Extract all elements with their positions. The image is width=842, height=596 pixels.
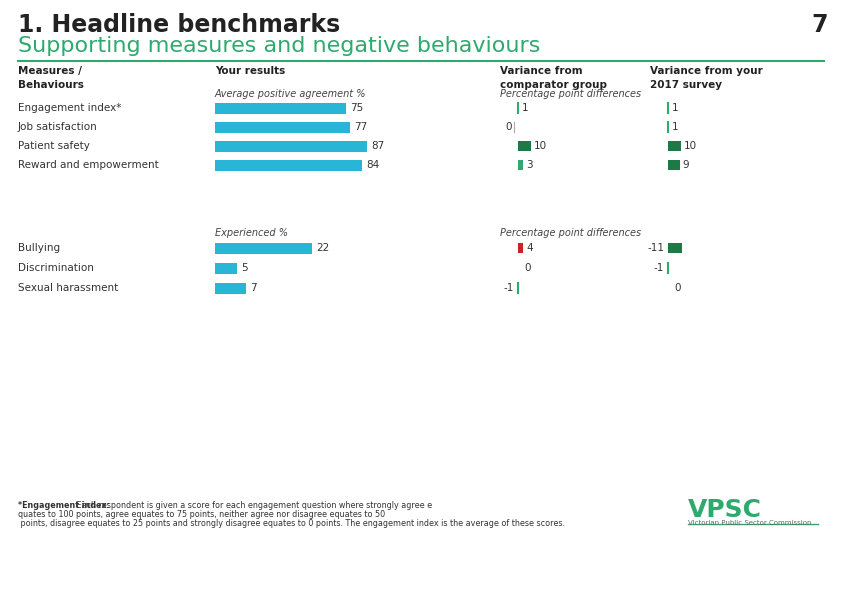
Text: 7: 7 xyxy=(812,13,828,37)
Text: VPSC: VPSC xyxy=(688,498,762,522)
Text: -1: -1 xyxy=(653,263,664,273)
Text: Average positive agreement %: Average positive agreement % xyxy=(215,89,366,99)
Text: Percentage point differences: Percentage point differences xyxy=(500,228,641,238)
Text: 10: 10 xyxy=(684,141,697,151)
Text: 1: 1 xyxy=(672,122,679,132)
Bar xyxy=(668,141,681,151)
Text: *Engagement index:: *Engagement index: xyxy=(18,501,109,510)
Bar xyxy=(215,160,362,170)
Text: 10: 10 xyxy=(534,141,547,151)
Bar xyxy=(668,160,679,170)
Text: 0: 0 xyxy=(524,263,530,273)
Text: Bullying: Bullying xyxy=(18,243,60,253)
Text: Sexual harassment: Sexual harassment xyxy=(18,283,118,293)
Text: Variance from
comparator group: Variance from comparator group xyxy=(500,66,607,90)
Text: 3: 3 xyxy=(526,160,533,170)
Bar xyxy=(518,141,531,151)
Text: 1. Headline benchmarks: 1. Headline benchmarks xyxy=(18,13,340,37)
Text: Victorian Public Sector Commission: Victorian Public Sector Commission xyxy=(688,520,812,526)
Text: Job satisfaction: Job satisfaction xyxy=(18,122,98,132)
Text: Variance from your
2017 survey: Variance from your 2017 survey xyxy=(650,66,763,90)
Text: 9: 9 xyxy=(683,160,690,170)
Text: Engagement index*: Engagement index* xyxy=(18,103,121,113)
Text: Measures /
Behaviours: Measures / Behaviours xyxy=(18,66,84,90)
Text: 0: 0 xyxy=(674,283,680,293)
Text: -1: -1 xyxy=(504,283,514,293)
Text: Percentage point differences: Percentage point differences xyxy=(500,89,641,99)
Text: 5: 5 xyxy=(241,263,248,273)
Text: Patient safety: Patient safety xyxy=(18,141,90,151)
Text: 22: 22 xyxy=(316,243,329,253)
Text: 77: 77 xyxy=(354,122,367,132)
Text: Discrimination: Discrimination xyxy=(18,263,93,273)
Text: 84: 84 xyxy=(366,160,379,170)
Text: 75: 75 xyxy=(350,103,364,113)
Text: 4: 4 xyxy=(526,243,533,253)
Text: *Engagement index: Each respondent is given a score for each engagement question: *Engagement index: Each respondent is gi… xyxy=(0,595,1,596)
Bar xyxy=(215,243,312,253)
Text: Experienced %: Experienced % xyxy=(215,228,288,238)
Bar xyxy=(668,243,682,253)
Text: points, disagree equates to 25 points and strongly disagree equates to 0 points.: points, disagree equates to 25 points an… xyxy=(18,519,565,528)
Bar xyxy=(215,262,237,274)
Text: -11: -11 xyxy=(647,243,664,253)
Text: Supporting measures and negative behaviours: Supporting measures and negative behavio… xyxy=(18,36,541,56)
Bar xyxy=(215,141,367,151)
Bar xyxy=(215,122,349,132)
Text: Your results: Your results xyxy=(215,66,285,76)
Text: 0: 0 xyxy=(505,122,512,132)
Text: 1: 1 xyxy=(522,103,529,113)
Text: 7: 7 xyxy=(250,283,257,293)
Text: Each respondent is given a score for each engagement question where strongly agr: Each respondent is given a score for eac… xyxy=(74,501,432,510)
Text: Reward and empowerment: Reward and empowerment xyxy=(18,160,159,170)
Bar xyxy=(518,243,523,253)
Text: quates to 100 points, agree equates to 75 points, neither agree nor disagree equ: quates to 100 points, agree equates to 7… xyxy=(18,510,385,519)
Text: 87: 87 xyxy=(371,141,385,151)
Text: *Engagement index:: *Engagement index: xyxy=(0,595,1,596)
Bar xyxy=(518,160,523,170)
Bar xyxy=(215,103,346,113)
Text: 1: 1 xyxy=(672,103,679,113)
Bar xyxy=(215,283,246,293)
